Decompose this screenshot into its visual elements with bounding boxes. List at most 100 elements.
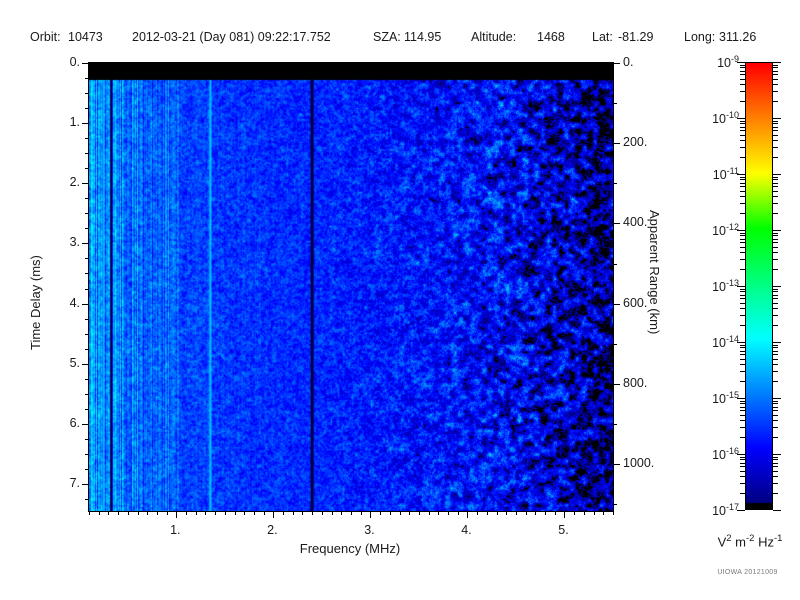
x-tick-minor [535, 511, 537, 515]
x-tick-major [564, 511, 566, 518]
y2-tick-label: 1000. [623, 456, 655, 471]
colorbar-tick-minor [740, 269, 745, 271]
x-tick-major [273, 511, 275, 518]
colorbar-tick-minor [773, 157, 778, 159]
colorbar-tick-minor [773, 70, 778, 72]
y-tick-minor [85, 468, 89, 470]
y-tick-major [82, 123, 89, 125]
colorbar-tick-major [737, 230, 745, 231]
colorbar-tick-minor [773, 64, 778, 66]
x-tick-minor [253, 511, 255, 515]
x-tick-minor [593, 511, 595, 515]
y-tick-minor [85, 408, 89, 410]
colorbar-tick-major [773, 510, 781, 511]
colorbar-tick-minor [773, 130, 778, 132]
x-tick-major [370, 511, 372, 518]
colorbar-tick-minor [740, 381, 745, 383]
colorbar-tick-minor [740, 493, 745, 495]
y2-tick-minor [613, 343, 617, 345]
y2-tick-minor [613, 504, 617, 506]
y-tick-label: 3. [69, 235, 80, 250]
y2-axis-title: Apparent Range (km) [647, 210, 662, 335]
y2-tick-major [613, 143, 620, 145]
x-tick-minor [399, 511, 401, 515]
colorbar-tick-minor [773, 291, 778, 293]
x-tick-minor [438, 511, 440, 515]
colorbar-tick-major [773, 454, 781, 455]
colorbar-tick-minor [773, 414, 778, 416]
colorbar-tick-minor [740, 203, 745, 205]
colorbar-tick-minor [740, 456, 745, 458]
colorbar-tick-label: 10-11 [713, 166, 739, 182]
colorbar-tick-minor [740, 78, 745, 80]
colorbar-tick-minor [740, 371, 745, 373]
y2-tick-major [613, 63, 620, 64]
colorbar-tick-label: 10-9 [717, 54, 739, 70]
colorbar-tick-minor [740, 147, 745, 149]
y-tick-minor [85, 258, 89, 260]
colorbar-tick-minor [740, 126, 745, 128]
unit-volt-exponent: 2 [726, 533, 732, 544]
colorbar-tick-minor [773, 140, 778, 142]
colorbar-tick-minor [773, 120, 778, 122]
x-tick-minor [389, 511, 391, 515]
colorbar-tick-minor [773, 134, 778, 136]
x-tick-minor [457, 511, 459, 515]
sza-label: SZA: [373, 30, 401, 44]
colorbar-tick-minor [773, 427, 778, 429]
x-tick-minor [147, 511, 149, 515]
x-tick-major [467, 511, 469, 518]
y2-tick-minor [613, 183, 617, 185]
x-tick-minor [486, 511, 488, 515]
colorbar-tick-minor [740, 140, 745, 142]
colorbar-tick-minor [773, 252, 778, 254]
colorbar-tick-minor [773, 179, 778, 181]
spectrogram-heatmap [89, 63, 613, 511]
colorbar-tick-minor [740, 325, 745, 327]
y-tick-minor [85, 498, 89, 500]
colorbar-tick-minor [740, 400, 745, 402]
colorbar-tick-minor [773, 126, 778, 128]
colorbar-tick-minor [773, 196, 778, 198]
x-tick-minor [263, 511, 265, 515]
y-tick-minor [85, 78, 89, 80]
y-tick-minor [85, 318, 89, 320]
colorbar-tick-minor [740, 291, 745, 293]
colorbar-tick-minor [773, 242, 778, 244]
x-tick-minor [108, 511, 110, 515]
ionogram-plot-area [82, 62, 620, 518]
x-tick-minor [506, 511, 508, 515]
colorbar-tick-minor [773, 123, 778, 125]
colorbar-tick-minor [740, 70, 745, 72]
x-tick-minor [574, 511, 576, 515]
colorbar-tick-minor [773, 325, 778, 327]
colorbar-unit-label: V2 m-2 Hz-1 [700, 533, 800, 549]
colorbar-label-exponent: -17 [725, 501, 739, 512]
x-tick-minor [244, 511, 246, 515]
y-tick-minor [85, 393, 89, 395]
colorbar-tick-label: 10-13 [712, 278, 739, 294]
x-tick-minor [448, 511, 450, 515]
colorbar-tick-minor [740, 252, 745, 254]
colorbar-label-exponent: -9 [730, 53, 739, 64]
colorbar-tick-minor [773, 67, 778, 69]
x-tick-minor [224, 511, 226, 515]
y-tick-label: 1. [69, 115, 80, 130]
colorbar-tick-minor [740, 213, 745, 215]
y-tick-label: 4. [69, 295, 80, 310]
colorbar-tick-minor [773, 238, 778, 240]
colorbar-tick-minor [773, 308, 778, 310]
x-tick-minor [418, 511, 420, 515]
colorbar-tick-minor [773, 298, 778, 300]
colorbar-tick-minor [773, 437, 778, 439]
colorbar-label-base: 10 [717, 56, 731, 71]
x-tick-minor [292, 511, 294, 515]
colorbar-tick-label: 10-16 [712, 446, 739, 462]
colorbar-tick-minor [740, 406, 745, 408]
colorbar-tick-minor [773, 410, 778, 412]
colorbar-label-base: 10 [712, 168, 727, 183]
colorbar-tick-minor [773, 371, 778, 373]
colorbar-tick-minor [773, 147, 778, 149]
sza-value: 114.95 [404, 30, 442, 44]
y-tick-minor [85, 108, 89, 110]
